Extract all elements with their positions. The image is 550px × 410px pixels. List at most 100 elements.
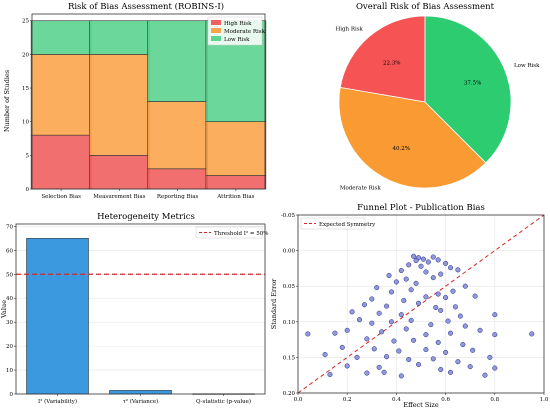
funnel-point: [433, 305, 439, 311]
category-label-reporting-bias: Reporting Bias: [157, 194, 199, 200]
risk-of-bias-plot-frame: [31, 13, 266, 190]
funnel-point: [529, 331, 535, 337]
funnel-point: [447, 265, 454, 271]
legend-label-high-risk: High Risk: [224, 21, 252, 27]
funnel-legend-box: [300, 217, 366, 230]
risk-of-bias-ytick-label: 25: [22, 19, 29, 25]
funnel-point: [418, 263, 424, 269]
funnel-point: [462, 323, 468, 329]
pie-percent-high-risk: 22.3%: [383, 61, 400, 67]
funnel-point: [376, 364, 382, 370]
legend-label-low-risk: Low Risk: [224, 37, 250, 43]
category-label-q-statistic-p-value: Q-statistic (p-value): [196, 398, 251, 405]
funnel-point: [415, 300, 422, 306]
bar-i-variability: [26, 238, 89, 395]
heterogeneity-legend-box: [195, 226, 263, 239]
funnel-point: [443, 349, 449, 355]
funnel-ytick-label: 0.05: [283, 284, 296, 290]
funnel-ytick-label: -0.05: [281, 213, 296, 219]
bar-variance: [109, 390, 172, 395]
category-label-selection-bias: Selection Bias: [41, 194, 81, 200]
funnel-point: [443, 260, 449, 266]
bar-moderate-risk-attrition-bias: [205, 121, 267, 176]
funnel-point: [455, 359, 461, 365]
funnel-point: [393, 279, 399, 285]
pie-label-high-risk: High Risk: [335, 26, 363, 32]
funnel-point: [423, 294, 429, 300]
category-label-variance: τ² (Variance): [123, 398, 159, 405]
funnel-point: [398, 373, 404, 379]
funnel-point: [371, 346, 377, 352]
funnel-plot-frame: [297, 214, 545, 394]
funnel-plot-title: Funnel Plot - Publication Bias: [357, 203, 485, 213]
funnel-point: [344, 363, 350, 369]
heterogeneity-x-ticks: I² (Variability) τ² (Variance) Q-statistic…: [38, 394, 251, 405]
risk-of-bias-ylabel: Number of Studies: [3, 70, 11, 132]
funnel-point: [364, 370, 370, 376]
risk-of-bias-title: Risk of Bias Assessment (ROBINS-I): [68, 1, 224, 12]
funnel-point: [403, 326, 409, 332]
legend-swatch-moderate-risk: [211, 28, 221, 33]
funnel-point: [455, 267, 461, 273]
risk-of-bias-y-ticks: 0 5 10 15 20 25: [22, 19, 32, 193]
funnel-point: [344, 327, 350, 333]
funnel-point: [438, 271, 444, 277]
funnel-point: [408, 317, 414, 323]
category-label-measurement-bias: Measurement Bias: [93, 194, 145, 200]
funnel-point: [369, 320, 375, 326]
funnel-points: [305, 253, 535, 379]
risk-of-bias-ytick-label: 15: [22, 86, 29, 92]
funnel-point: [477, 327, 483, 333]
heterogeneity-ytick-label: 10: [6, 368, 13, 374]
funnel-point: [391, 338, 397, 344]
funnel-point: [492, 312, 498, 318]
funnel-point: [467, 364, 473, 370]
funnel-point: [492, 332, 498, 338]
funnel-point: [430, 254, 436, 260]
heterogeneity-panel: Heterogeneity Metrics 0 10 20 30 40 50 60 70 I²…: [0, 212, 269, 405]
bar-high-risk-selection-bias: [30, 134, 92, 190]
funnel-point: [492, 365, 498, 371]
funnel-point: [411, 253, 417, 259]
overall-risk-pie-panel: Overall Risk of Bias Assessment 22.3% Hig…: [335, 2, 540, 192]
funnel-point: [388, 289, 395, 295]
heterogeneity-ytick-label: 0: [10, 392, 14, 398]
overall-risk-title: Overall Risk of Bias Assessment: [356, 2, 495, 12]
funnel-legend: Expected Symmetry: [300, 217, 376, 230]
funnel-point: [369, 296, 375, 302]
funnel-point: [470, 347, 476, 353]
funnel-point: [447, 330, 454, 336]
pie-labels: 22.3% High Risk 40.2% Moderate Risk 37.5% Low…: [335, 26, 540, 191]
funnel-point: [445, 318, 451, 324]
funnel-point: [408, 287, 414, 293]
funnel-point: [425, 259, 431, 265]
bar-moderate-risk-selection-bias: [30, 54, 92, 136]
pie-slice-low-risk: [424, 15, 512, 164]
heterogeneity-ytick-label: 20: [6, 344, 13, 350]
funnel-point: [423, 347, 429, 353]
funnel-point: [376, 310, 382, 316]
heterogeneity-title: Heterogeneity Metrics: [97, 212, 195, 222]
legend-swatch-low-risk: [211, 36, 221, 41]
funnel-plot-panel: Funnel Plot - Publication Bias -0.05 0.00…: [270, 203, 549, 409]
bar-high-risk-measurement-bias: [89, 155, 150, 190]
funnel-point: [413, 258, 419, 264]
funnel-point: [482, 372, 488, 378]
legend-swatch-high-risk: [211, 20, 221, 25]
risk-of-bias-bar-panel: Risk of Bias Assessment (ROBINS-I) 0 5 10 1…: [3, 1, 267, 200]
funnel-point: [435, 339, 441, 345]
bar-high-risk-attrition-bias: [205, 175, 267, 190]
funnel-point: [460, 342, 466, 348]
funnel-point: [430, 275, 436, 281]
heterogeneity-ylabel: Value: [0, 300, 8, 319]
funnel-point: [443, 295, 449, 301]
funnel-point: [379, 329, 385, 335]
heterogeneity-ytick-label: 70: [6, 224, 13, 230]
funnel-point: [423, 332, 429, 338]
funnel-point: [354, 354, 360, 360]
funnel-xtick-label: 0.2: [343, 397, 352, 403]
funnel-x-ticks: 0.0 0.2 0.4 0.6 0.8 1.0: [294, 393, 549, 403]
funnel-point: [322, 352, 328, 358]
funnel-point: [374, 285, 380, 291]
